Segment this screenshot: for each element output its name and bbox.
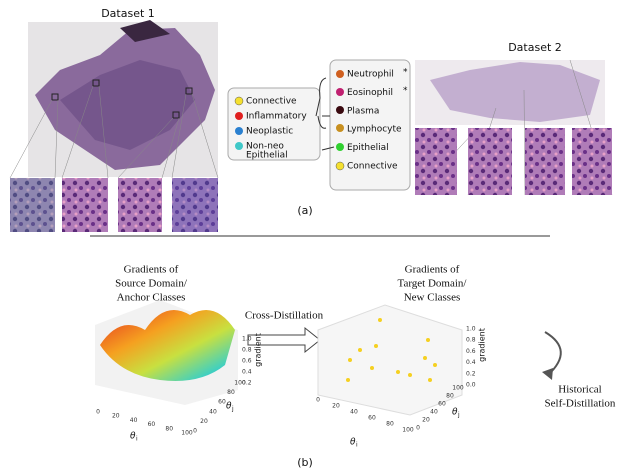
tick-label: 0.8 xyxy=(466,337,476,344)
label: Dataset 1 xyxy=(101,7,155,20)
tick-label: 0 xyxy=(96,409,100,416)
label: Self-Distillation xyxy=(545,398,616,410)
tick-label: 60 xyxy=(438,401,446,408)
plot-left xyxy=(95,300,238,405)
legend-label: Eosinophil xyxy=(347,88,393,98)
tick-label: 80 xyxy=(227,389,235,396)
tick-label: 0.6 xyxy=(466,348,476,355)
axis-label: gradient xyxy=(254,333,263,367)
caption: (a) xyxy=(297,204,312,217)
tick-label: 60 xyxy=(148,421,156,428)
tick-label: 20 xyxy=(112,413,120,420)
caption: (b) xyxy=(297,456,313,469)
plot-right xyxy=(318,305,462,415)
tick-label: 40 xyxy=(350,409,358,416)
plot-title: New Classes xyxy=(404,292,461,304)
legend-label: Lymphocyte xyxy=(347,125,402,135)
tick-label: 80 xyxy=(386,421,394,428)
plot-title: Target Domain/ xyxy=(398,278,468,290)
legend-label: Epithelial xyxy=(246,151,288,161)
slide-1 xyxy=(10,20,218,232)
tick-label: 60 xyxy=(368,415,376,422)
tick-label: 80 xyxy=(165,425,173,432)
tick-label: 0.6 xyxy=(242,358,252,365)
figure: Dataset 1 Dataset 2 (a) Connective Inflam… xyxy=(0,0,621,473)
legend-label: Connective xyxy=(246,97,297,107)
tick-label: 0 xyxy=(316,397,320,404)
legend-label: Connective xyxy=(347,162,398,172)
legend-label: Epithelial xyxy=(347,143,389,153)
tick-label: 60 xyxy=(218,399,226,406)
legend-label: Neoplastic xyxy=(246,127,293,137)
tick-label: 100 xyxy=(452,385,464,392)
tick-label: 0.4 xyxy=(466,359,476,366)
tick-label: 0.2 xyxy=(466,370,476,377)
tick-label: 20 xyxy=(422,417,430,424)
plot-title: Gradients of xyxy=(124,264,179,276)
tick-label: 20 xyxy=(332,403,340,410)
axis-label: j xyxy=(457,412,460,419)
tick-label: 80 xyxy=(446,393,454,400)
tick-label: 100 xyxy=(181,430,193,437)
tick-label: 40 xyxy=(430,409,438,416)
axis-label: i xyxy=(136,436,138,443)
tick-label: 0.0 xyxy=(466,382,476,389)
legend-label: Inflammatory xyxy=(246,112,307,122)
tick-label: 1.0 xyxy=(242,336,252,343)
legend-mark: * xyxy=(403,86,408,96)
legend-mark: * xyxy=(403,68,408,78)
tick-label: 40 xyxy=(130,417,138,424)
tick-label: 100 xyxy=(402,427,414,434)
tick-label: 40 xyxy=(209,408,217,415)
tick-label: 0.8 xyxy=(242,347,252,354)
tick-label: 1.0 xyxy=(466,326,476,333)
plot-title: Gradients of xyxy=(405,264,460,276)
axis-label: gradient xyxy=(478,328,487,362)
axis-label: i xyxy=(356,442,358,449)
tick-label: 0 xyxy=(416,425,420,432)
tick-label: 0.2 xyxy=(242,380,252,387)
legend-label: Plasma xyxy=(347,106,379,116)
legend-label: Neutrophil xyxy=(347,70,394,80)
tick-label: 20 xyxy=(200,418,208,425)
slide-2 xyxy=(415,60,612,195)
plot-title: Source Domain/ xyxy=(115,278,188,290)
tick-label: 0 xyxy=(193,428,197,435)
label: Historical xyxy=(558,384,601,396)
axis-label: j xyxy=(231,406,234,413)
plot-title: Anchor Classes xyxy=(117,292,186,304)
label: Dataset 2 xyxy=(508,41,562,54)
tick-label: 0.4 xyxy=(242,369,252,376)
label: Cross-Distillation xyxy=(245,310,324,322)
